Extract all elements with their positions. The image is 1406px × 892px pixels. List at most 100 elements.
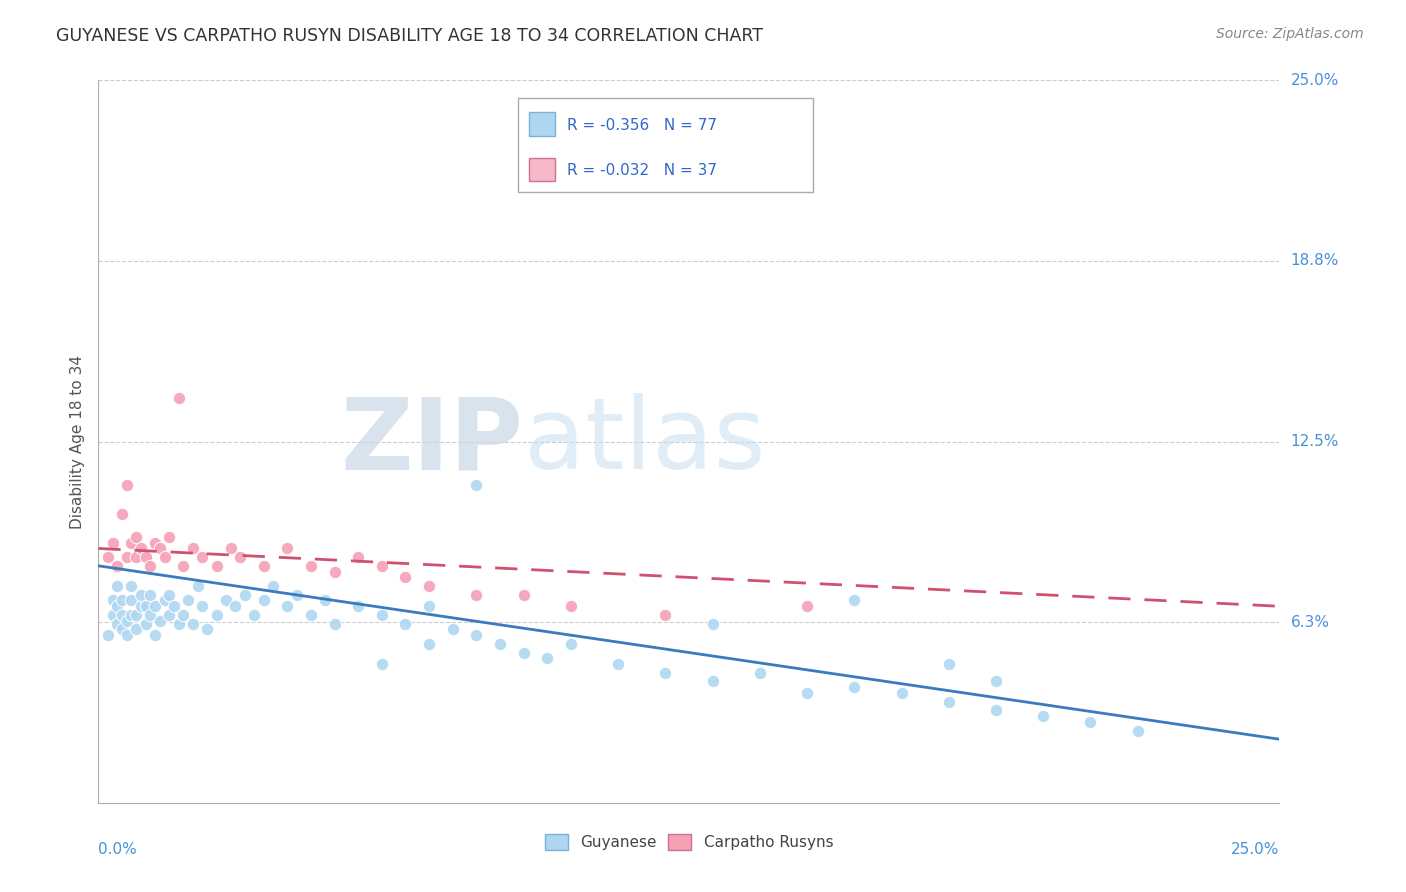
Point	[205, 558, 228, 573]
Point	[418, 637, 440, 651]
Point	[105, 616, 128, 631]
Point	[654, 607, 676, 622]
Point	[97, 628, 120, 642]
Point	[125, 607, 148, 622]
Point	[465, 588, 488, 602]
Point	[181, 616, 204, 631]
Point	[796, 686, 818, 700]
Point	[121, 607, 143, 622]
Point	[984, 703, 1007, 717]
Point	[121, 535, 143, 549]
Point	[253, 593, 276, 607]
Point	[702, 674, 724, 689]
Point	[560, 637, 582, 651]
Point	[153, 593, 176, 607]
Point	[163, 599, 186, 614]
Point	[101, 607, 124, 622]
Point	[314, 593, 336, 607]
Point	[105, 599, 128, 614]
Text: 12.5%: 12.5%	[1291, 434, 1339, 449]
Point	[167, 391, 190, 405]
Point	[139, 607, 162, 622]
Point	[938, 657, 960, 671]
Point	[1126, 723, 1149, 738]
Text: 6.3%: 6.3%	[1291, 615, 1330, 630]
Point	[157, 588, 180, 602]
Point	[111, 607, 134, 622]
Point	[97, 550, 120, 565]
Point	[153, 550, 176, 565]
Text: GUYANESE VS CARPATHO RUSYN DISABILITY AGE 18 TO 34 CORRELATION CHART: GUYANESE VS CARPATHO RUSYN DISABILITY AG…	[56, 27, 763, 45]
Text: 0.0%: 0.0%	[98, 842, 138, 856]
Point	[143, 535, 166, 549]
Point	[121, 593, 143, 607]
Point	[984, 674, 1007, 689]
Point	[135, 599, 157, 614]
Point	[512, 588, 534, 602]
Point	[299, 558, 322, 573]
Point	[938, 695, 960, 709]
Text: ZIP: ZIP	[340, 393, 523, 490]
Point	[191, 599, 214, 614]
Point	[347, 599, 370, 614]
Point	[129, 541, 152, 556]
Point	[219, 541, 242, 556]
Point	[536, 651, 558, 665]
FancyBboxPatch shape	[530, 158, 555, 181]
Point	[157, 607, 180, 622]
Text: 25.0%: 25.0%	[1232, 842, 1279, 856]
Point	[181, 541, 204, 556]
Point	[105, 579, 128, 593]
Y-axis label: Disability Age 18 to 34: Disability Age 18 to 34	[69, 354, 84, 529]
Point	[229, 550, 252, 565]
Text: atlas: atlas	[523, 393, 765, 490]
Point	[111, 507, 134, 521]
Point	[139, 588, 162, 602]
Point	[172, 558, 194, 573]
Text: Source: ZipAtlas.com: Source: ZipAtlas.com	[1216, 27, 1364, 41]
FancyBboxPatch shape	[517, 98, 813, 193]
Point	[465, 478, 488, 492]
Point	[101, 593, 124, 607]
Point	[276, 599, 298, 614]
Text: 18.8%: 18.8%	[1291, 253, 1339, 268]
Point	[187, 579, 209, 593]
Point	[135, 550, 157, 565]
Point	[512, 646, 534, 660]
Legend: Guyanese, Carpatho Rusyns: Guyanese, Carpatho Rusyns	[538, 829, 839, 856]
Point	[149, 614, 172, 628]
Point	[125, 623, 148, 637]
Text: R = -0.356   N = 77: R = -0.356 N = 77	[567, 119, 717, 133]
Point	[654, 665, 676, 680]
Point	[262, 579, 284, 593]
Point	[135, 616, 157, 631]
Point	[215, 593, 238, 607]
Point	[323, 565, 346, 579]
Point	[607, 657, 630, 671]
Point	[101, 535, 124, 549]
Point	[285, 588, 308, 602]
Point	[177, 593, 200, 607]
Point	[172, 607, 194, 622]
Point	[796, 599, 818, 614]
Point	[139, 558, 162, 573]
Point	[844, 680, 866, 694]
Point	[489, 637, 512, 651]
Point	[371, 657, 394, 671]
Point	[167, 616, 190, 631]
Text: 25.0%: 25.0%	[1291, 73, 1339, 87]
Point	[125, 550, 148, 565]
Point	[371, 607, 394, 622]
Point	[418, 599, 440, 614]
Point	[143, 628, 166, 642]
Point	[1032, 709, 1054, 723]
Point	[111, 623, 134, 637]
Point	[233, 588, 256, 602]
Point	[149, 541, 172, 556]
Point	[121, 579, 143, 593]
Point	[253, 558, 276, 573]
Point	[347, 550, 370, 565]
Point	[394, 616, 416, 631]
Point	[157, 530, 180, 544]
Point	[129, 599, 152, 614]
